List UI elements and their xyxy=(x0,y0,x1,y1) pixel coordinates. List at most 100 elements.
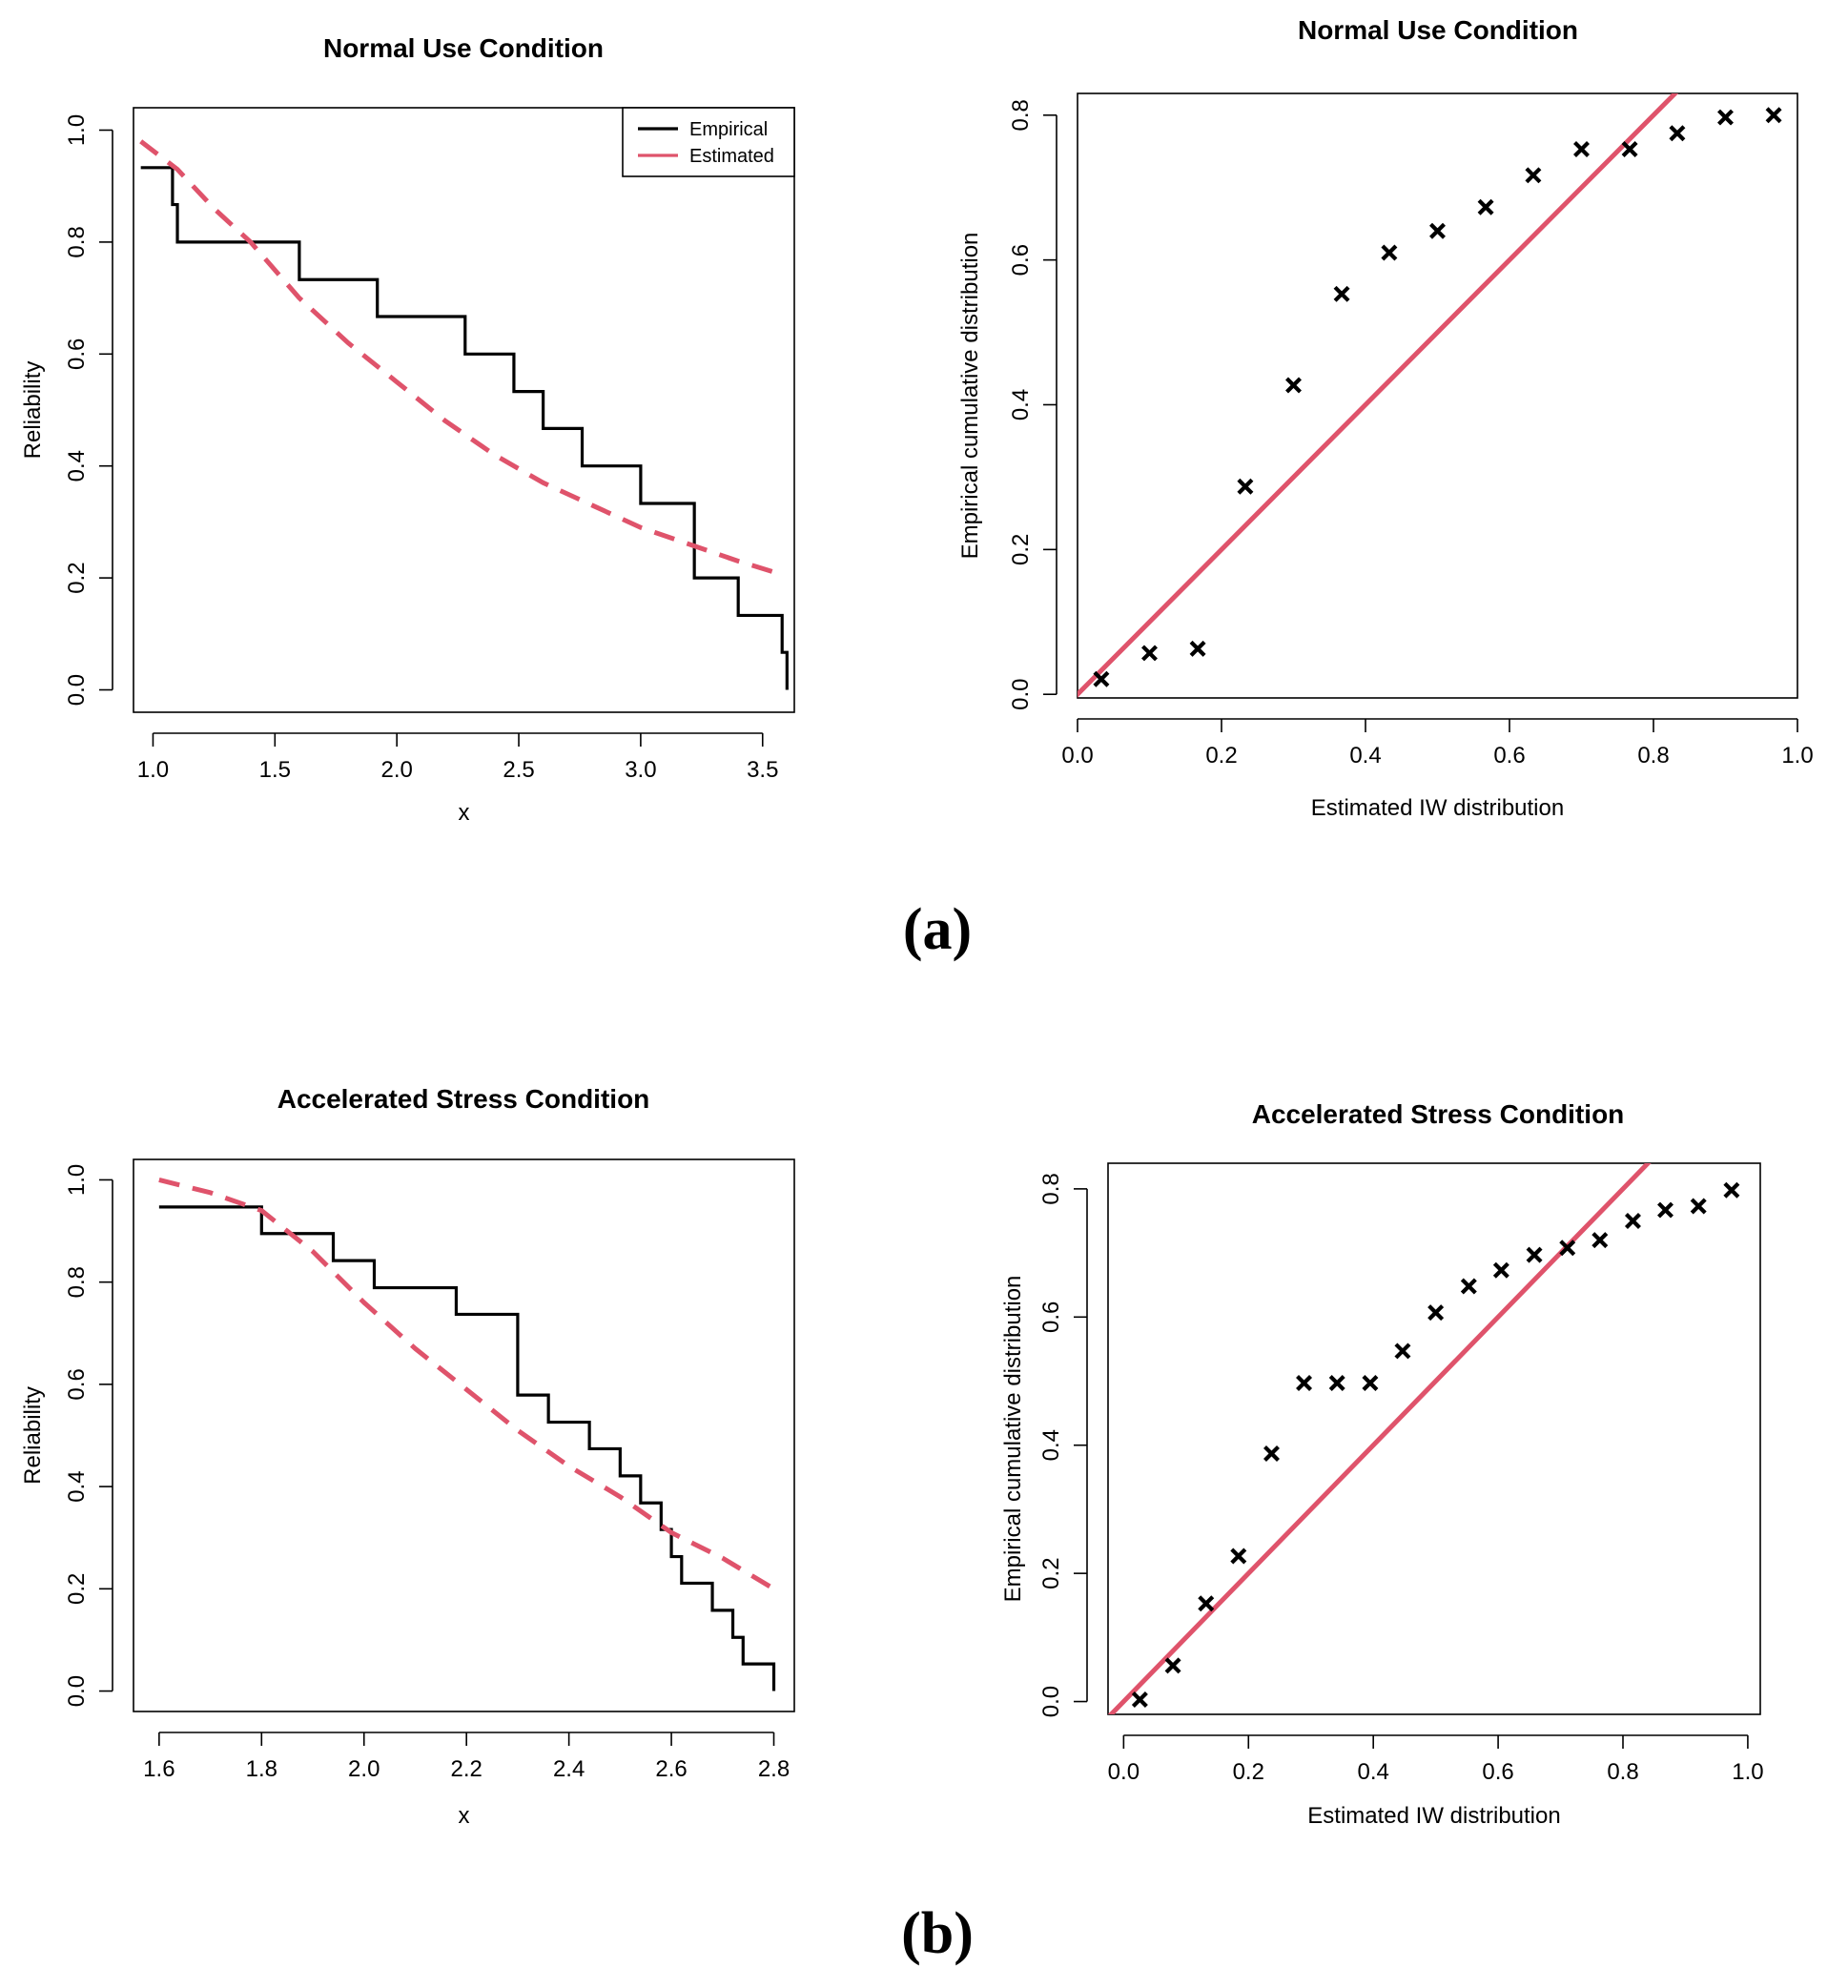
y-tick-label: 0.2 xyxy=(64,562,90,593)
series-estimated-line xyxy=(158,1178,775,1591)
x-tick-label: 0.2 xyxy=(1205,743,1237,769)
y-tick-label: 0.0 xyxy=(64,1675,90,1707)
y-tick-label: 1.0 xyxy=(64,1164,90,1196)
y-axis-label: Empirical cumulative distribution xyxy=(957,233,983,560)
x-tick-label: 3.0 xyxy=(625,757,656,783)
x-tick-label: 1.0 xyxy=(1781,743,1813,769)
series-estimated-line xyxy=(139,139,776,575)
y-tick-label: 0.4 xyxy=(64,450,90,482)
y-tick-label: 0.0 xyxy=(1038,1686,1064,1717)
x-tick-label: 2.8 xyxy=(758,1756,790,1782)
y-tick-label: 1.0 xyxy=(64,114,90,146)
chart-title: Normal Use Condition xyxy=(1298,15,1578,45)
data-point xyxy=(1573,140,1590,157)
x-tick-label: 2.0 xyxy=(380,757,412,783)
data-point xyxy=(1690,1198,1707,1215)
data-point xyxy=(1559,1240,1576,1257)
x-tick-label: 2.0 xyxy=(348,1756,380,1782)
y-tick-label: 0.8 xyxy=(1038,1173,1064,1204)
y-tick-label: 0.4 xyxy=(1008,389,1034,420)
y-tick-label: 0.6 xyxy=(64,338,90,370)
y-tick-label: 0.2 xyxy=(64,1573,90,1605)
series-empirical-line xyxy=(158,1205,776,1691)
data-point xyxy=(1328,1375,1345,1392)
chart-title: Accelerated Stress Condition xyxy=(1252,1099,1625,1129)
data-point xyxy=(1296,1375,1313,1392)
data-point xyxy=(1477,198,1494,215)
data-point xyxy=(1526,1246,1543,1263)
legend-label-estimated: Estimated xyxy=(689,146,774,167)
plot-area xyxy=(1078,93,1782,698)
y-tick-label: 0.8 xyxy=(64,226,90,257)
plot-frame xyxy=(1077,92,1798,699)
data-point xyxy=(1164,1657,1181,1674)
plot-frame xyxy=(133,107,795,713)
data-point xyxy=(1362,1375,1379,1392)
reliability-plot-normal: Normal Use Condition x Reliability 1.0 1.5 2.… xyxy=(20,33,795,826)
y-tick-label: 0.4 xyxy=(64,1470,90,1502)
panel-label-a: (a) xyxy=(903,897,972,962)
plot-frame xyxy=(1107,1162,1761,1715)
pp-plot-normal: Normal Use Condition Estimated IW distrib… xyxy=(957,15,1814,821)
x-tick-label: 2.6 xyxy=(655,1756,687,1782)
data-point xyxy=(1765,107,1782,124)
x-tick-label: 0.6 xyxy=(1493,743,1525,769)
data-point xyxy=(1657,1201,1673,1219)
x-tick-label: 0.0 xyxy=(1061,743,1093,769)
plot-area xyxy=(158,1178,776,1691)
x-tick-label: 2.4 xyxy=(553,1756,585,1782)
x-tick-label: 0.8 xyxy=(1637,743,1669,769)
data-point xyxy=(1381,244,1398,261)
data-point xyxy=(1621,140,1638,157)
x-tick-label: 1.6 xyxy=(143,1756,175,1782)
plot-area xyxy=(139,139,789,690)
data-point xyxy=(1492,1261,1509,1279)
chart-title: Accelerated Stress Condition xyxy=(277,1084,650,1114)
y-tick-label: 0.6 xyxy=(1008,244,1034,276)
data-point xyxy=(1237,478,1254,495)
data-point xyxy=(1717,109,1734,126)
data-point xyxy=(1669,125,1686,142)
x-tick-label: 1.0 xyxy=(137,757,169,783)
x-tick-label: 0.8 xyxy=(1607,1759,1638,1785)
data-point xyxy=(1131,1691,1148,1709)
data-point xyxy=(1285,377,1302,394)
data-point xyxy=(1525,167,1542,184)
x-tick-label: 2.5 xyxy=(503,757,534,783)
series-empirical-line xyxy=(140,166,789,690)
x-tick-label: 0.2 xyxy=(1233,1759,1264,1785)
y-tick-label: 0.8 xyxy=(1008,99,1034,131)
plot-frame xyxy=(133,1158,795,1712)
reference-line xyxy=(1078,93,1679,698)
legend-box xyxy=(622,107,795,177)
x-tick-label: 0.0 xyxy=(1108,1759,1140,1785)
data-point xyxy=(1429,222,1446,239)
legend-label-empirical: Empirical xyxy=(689,119,768,140)
data-point xyxy=(1591,1232,1609,1249)
y-tick-label: 0.6 xyxy=(1038,1301,1064,1333)
data-point xyxy=(1093,670,1110,687)
panel-label-b: (b) xyxy=(901,1901,974,1966)
data-point xyxy=(1263,1445,1280,1462)
y-axis-label: Reliability xyxy=(20,361,46,460)
x-axis-label: x xyxy=(459,800,470,826)
pp-plot-accelerated: Accelerated Stress Condition Estimated IW… xyxy=(1000,1099,1764,1829)
y-tick-label: 0.6 xyxy=(64,1368,90,1400)
data-point xyxy=(1230,1547,1247,1565)
data-point xyxy=(1394,1342,1411,1360)
data-point xyxy=(1460,1278,1477,1295)
y-tick-label: 0.2 xyxy=(1038,1557,1064,1588)
x-tick-label: 2.2 xyxy=(450,1756,482,1782)
data-point xyxy=(1189,640,1206,657)
data-point xyxy=(1141,645,1158,662)
x-tick-label: 0.4 xyxy=(1357,1759,1388,1785)
data-point xyxy=(1723,1181,1740,1199)
x-axis-label: Estimated IW distribution xyxy=(1311,795,1564,821)
data-point xyxy=(1333,285,1350,302)
y-tick-label: 0.0 xyxy=(1008,679,1034,710)
x-tick-label: 0.4 xyxy=(1349,743,1381,769)
reference-line xyxy=(1108,1163,1652,1714)
plot-area xyxy=(1108,1163,1740,1714)
y-axis-label: Reliability xyxy=(20,1386,46,1485)
